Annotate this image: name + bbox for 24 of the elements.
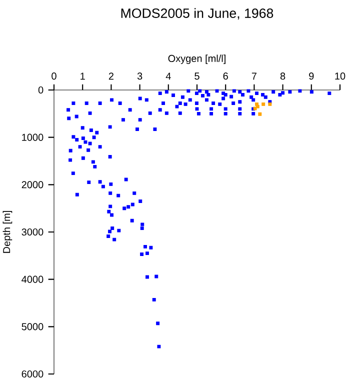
y-tick-label: 0 xyxy=(38,86,44,94)
x-tick-label: 7 xyxy=(252,72,256,80)
x-tick-label: 5 xyxy=(194,72,200,80)
point xyxy=(258,112,262,116)
x-tick-label: 0 xyxy=(52,72,56,80)
x-tick-label: 4 xyxy=(166,72,171,80)
x-tick-label: 8 xyxy=(280,72,286,80)
point xyxy=(262,102,266,106)
y-tick-label: 3000 xyxy=(22,228,44,236)
y-tick-label: 1000 xyxy=(22,134,44,141)
y-tick-label: 4000 xyxy=(22,276,44,283)
x-tick-label: 1 xyxy=(80,72,85,80)
x-axis-title: Oxygen [ml/l] xyxy=(168,54,226,64)
y-axis-title: Depth [m] xyxy=(2,211,12,253)
y-tick-label: 2000 xyxy=(22,181,44,188)
chart-title: MODS2005 in June, 1968 xyxy=(121,8,274,20)
x-tick-label: 6 xyxy=(223,72,228,80)
y-tick-label: 6000 xyxy=(22,370,44,378)
x-tick-label: 9 xyxy=(309,72,314,80)
point xyxy=(256,104,260,108)
x-tick-label: 3 xyxy=(137,72,142,80)
y-tick-label: 5000 xyxy=(22,323,44,330)
x-tick-label: 10 xyxy=(335,72,346,80)
x-tick-label: 2 xyxy=(108,72,114,80)
